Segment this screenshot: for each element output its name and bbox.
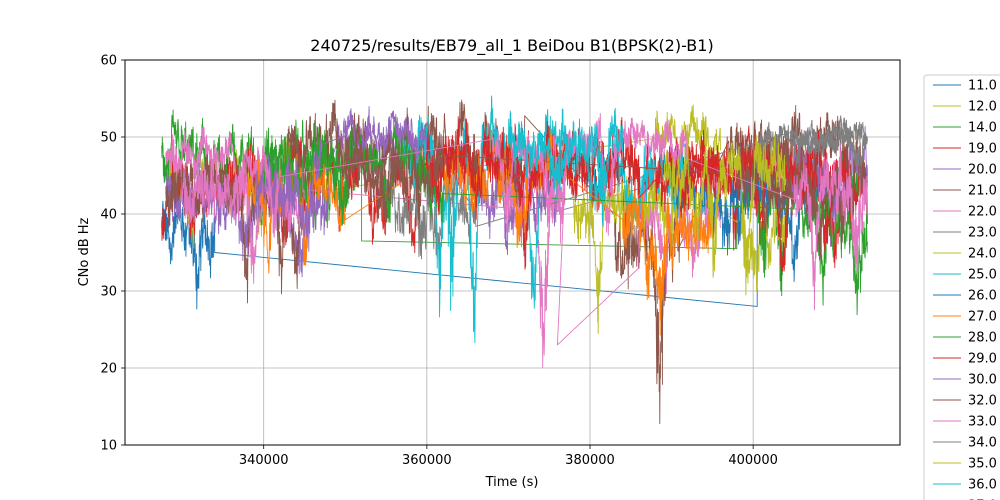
legend-label-33.0: 33.0	[968, 415, 997, 430]
series-30.0	[255, 108, 428, 252]
y-tick-label: 30	[100, 285, 117, 300]
legend-frame	[923, 74, 1000, 500]
legend: 11.0 12.0 14.0 19.0 20.0 21.0 22.0 23.0 24.0 25.0…	[923, 74, 1000, 500]
legend-label-32.0: 32.0	[968, 394, 997, 409]
series-line-24.0	[573, 167, 787, 335]
legend-label-28.0: 28.0	[968, 331, 997, 346]
legend-label-36.0: 36.0	[968, 478, 997, 493]
series-34.0	[752, 115, 868, 173]
legend-label-35.0: 35.0	[968, 457, 997, 472]
legend-label-12.0: 12.0	[968, 100, 997, 115]
y-tick-label: 40	[100, 208, 117, 223]
x-tick-label: 360000	[402, 453, 452, 468]
axis-ticks: 340000 360000 380000 400000 10 20 30 40 50 60	[100, 54, 778, 469]
y-tick-label: 10	[100, 439, 117, 454]
x-axis-label: Time (s)	[485, 475, 539, 490]
legend-label-22.0: 22.0	[968, 205, 997, 220]
legend-label-27.0: 27.0	[968, 310, 997, 325]
series-line-35.0	[662, 131, 787, 296]
series-23.0	[385, 117, 868, 264]
series-line-34.0	[752, 115, 868, 173]
legend-label-14.0: 14.0	[968, 121, 997, 136]
legend-label-24.0: 24.0	[968, 247, 997, 262]
series-25.0	[401, 95, 689, 344]
series-line-30.0	[255, 108, 428, 252]
legend-label-25.0: 25.0	[968, 268, 997, 283]
series-line-23.0	[385, 117, 868, 264]
series-line-33.0	[165, 113, 868, 311]
x-tick-label: 380000	[565, 453, 615, 468]
legend-label-30.0: 30.0	[968, 373, 997, 388]
y-tick-label: 50	[100, 131, 117, 146]
legend-label-23.0: 23.0	[968, 226, 997, 241]
series-36.0	[507, 107, 624, 202]
legend-label-20.0: 20.0	[968, 163, 997, 178]
series-line-32.0	[344, 128, 852, 262]
legend-label-19.0: 19.0	[968, 142, 997, 157]
series-layer	[161, 95, 868, 425]
legend-label-21.0: 21.0	[968, 184, 997, 199]
series-24.0	[573, 167, 787, 335]
series-32.0	[344, 128, 852, 262]
series-line-36.0	[507, 107, 624, 202]
y-axis-label: CNo dB Hz	[77, 217, 92, 286]
x-tick-label: 400000	[728, 453, 778, 468]
legend-label-11.0: 11.0	[968, 79, 997, 94]
series-35.0	[662, 131, 787, 296]
series-29.0	[426, 116, 852, 281]
series-28.0	[263, 117, 868, 316]
legend-label-29.0: 29.0	[968, 352, 997, 367]
series-33.0	[165, 113, 868, 311]
legend-label-34.0: 34.0	[968, 436, 997, 451]
series-line-28.0	[263, 117, 868, 316]
legend-label-26.0: 26.0	[968, 289, 997, 304]
y-tick-label: 20	[100, 362, 117, 377]
plot-frame	[124, 59, 901, 446]
legend-label-37.0: 37.0	[968, 499, 997, 500]
series-line-25.0	[401, 95, 689, 344]
x-tick-label: 340000	[239, 453, 289, 468]
chart-title: 240725/results/EB79_all_1 BeiDou B1(BPSK…	[310, 36, 713, 56]
y-tick-label: 60	[100, 54, 117, 69]
series-line-29.0	[426, 116, 852, 281]
